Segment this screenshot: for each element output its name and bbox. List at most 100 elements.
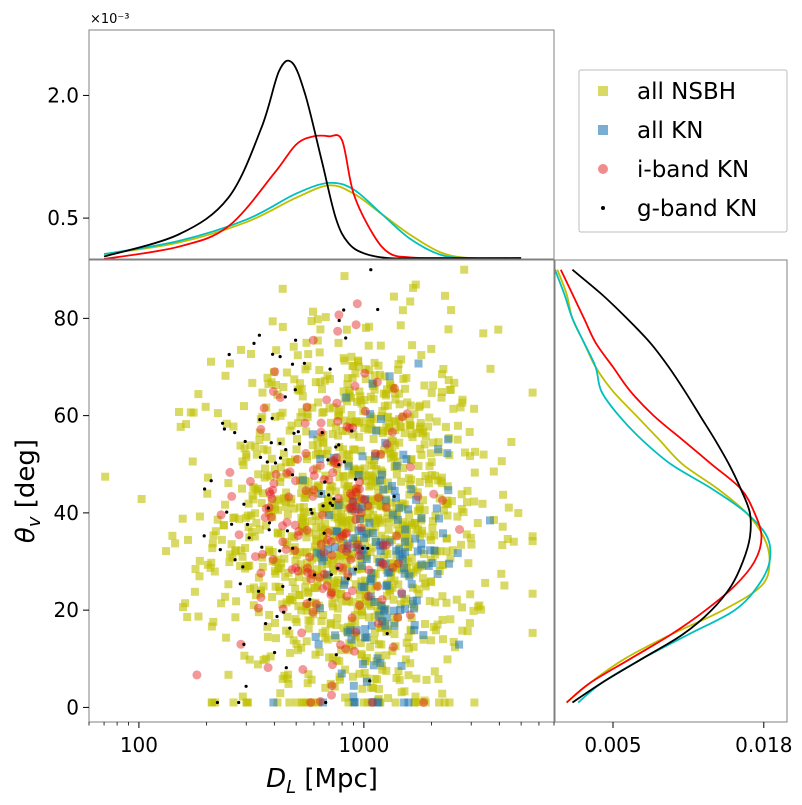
- scatter-point: [503, 535, 512, 543]
- scatter-point: [350, 698, 359, 707]
- scatter-point: [310, 511, 314, 515]
- scatter-point: [293, 351, 302, 360]
- scatter-point: [327, 588, 336, 597]
- scatter-point: [225, 467, 235, 477]
- scatter-point: [463, 486, 472, 495]
- scatter-point: [238, 484, 246, 493]
- scatter-point: [340, 529, 350, 539]
- scatter-point: [273, 698, 282, 707]
- scatter-point: [278, 521, 287, 531]
- scatter-point: [237, 700, 241, 705]
- scatter-point: [430, 531, 439, 540]
- scatter-point: [402, 455, 411, 464]
- scatter-point: [262, 403, 271, 412]
- scatter-point: [400, 429, 409, 438]
- scatter-point: [352, 626, 361, 635]
- scatter-point: [440, 506, 448, 515]
- scatter-point: [290, 375, 299, 384]
- scatter-point: [376, 658, 385, 667]
- scatter-point: [378, 429, 387, 437]
- scatter-point: [444, 435, 453, 444]
- scatter-point: [354, 567, 358, 571]
- scatter-point: [426, 449, 435, 458]
- scatter-point: [401, 548, 409, 557]
- scatter-point: [343, 374, 352, 383]
- scatter-point: [437, 393, 446, 402]
- scatter-point: [390, 622, 399, 630]
- scatter-point: [338, 563, 348, 573]
- scatter-point: [406, 659, 415, 668]
- scatter-point: [398, 306, 407, 315]
- scatter-point: [383, 385, 391, 394]
- scatter-point: [425, 597, 434, 605]
- scatter-point: [203, 489, 212, 498]
- scatter-point: [349, 486, 358, 494]
- scatter-point: [413, 547, 422, 556]
- scatter-point: [348, 496, 358, 506]
- scatter-point: [282, 488, 291, 497]
- scatter-point: [348, 641, 357, 650]
- scatter-point: [387, 498, 396, 507]
- scatter-point: [407, 553, 416, 562]
- scatter-point: [430, 667, 439, 676]
- scatter-point: [470, 404, 479, 413]
- scatter-point: [374, 489, 383, 498]
- scatter-point: [410, 621, 419, 630]
- scatter-point: [339, 534, 347, 543]
- scatter-point: [331, 423, 340, 432]
- scatter-point: [366, 642, 375, 651]
- scatter-point: [321, 471, 330, 480]
- scatter-point: [402, 594, 411, 603]
- top-y-tick-label: 2.0: [47, 83, 79, 107]
- scatter-point: [340, 272, 349, 281]
- scatter-point: [304, 670, 313, 679]
- scatter-point: [406, 297, 415, 306]
- scatter-point: [322, 581, 332, 591]
- right-marginal-line: [571, 269, 752, 704]
- scatter-point: [479, 450, 488, 459]
- scatter-point: [371, 523, 380, 532]
- scatter-point: [342, 308, 346, 312]
- scatter-point: [430, 546, 439, 555]
- scatter-point: [444, 325, 453, 334]
- scatter-point: [352, 631, 361, 640]
- scatter-point: [308, 403, 317, 412]
- scatter-point: [322, 560, 331, 569]
- scatter-point: [323, 371, 332, 380]
- scatter-point: [342, 591, 352, 601]
- series-all-nsbh: [101, 265, 537, 707]
- scatter-point: [449, 637, 458, 646]
- scatter-point: [382, 613, 391, 622]
- scatter-point: [290, 473, 295, 477]
- scatter-point: [444, 486, 453, 495]
- scatter-point: [366, 495, 375, 504]
- scatter-point: [297, 442, 301, 446]
- scatter-point: [289, 342, 298, 351]
- scatter-point: [273, 529, 282, 538]
- top-y-tick-label: 0.5: [47, 206, 79, 230]
- scatter-point: [362, 555, 371, 563]
- scatter-point: [367, 569, 376, 577]
- scatter-point: [301, 365, 310, 374]
- scatter-point: [369, 529, 377, 538]
- scatter-point: [335, 533, 345, 543]
- legend-label: g-band KN: [637, 196, 757, 222]
- scatter-point: [509, 537, 518, 546]
- scatter-point: [309, 307, 317, 316]
- scatter-point: [370, 473, 379, 481]
- scatter-point: [435, 514, 443, 523]
- scatter-point: [337, 463, 341, 467]
- scatter-point: [414, 589, 423, 598]
- scatter-point: [307, 317, 316, 325]
- scatter-point: [294, 573, 303, 582]
- scatter-point: [337, 669, 346, 678]
- scatter-point: [362, 529, 371, 538]
- scatter-point: [379, 389, 388, 398]
- scatter-point: [309, 485, 319, 495]
- scatter-point: [385, 568, 394, 577]
- scatter-point: [275, 614, 279, 619]
- scatter-point: [283, 674, 292, 683]
- legend-label: i-band KN: [637, 157, 749, 183]
- scatter-point: [210, 567, 219, 576]
- scatter-point: [317, 538, 326, 547]
